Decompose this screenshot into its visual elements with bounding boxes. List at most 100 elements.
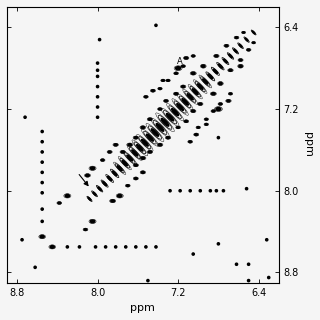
Ellipse shape (177, 126, 180, 128)
Ellipse shape (128, 144, 132, 146)
Ellipse shape (151, 129, 159, 136)
Ellipse shape (164, 100, 168, 102)
Ellipse shape (127, 155, 133, 161)
Ellipse shape (155, 246, 157, 248)
Ellipse shape (215, 190, 218, 192)
Ellipse shape (41, 130, 43, 133)
Ellipse shape (215, 55, 218, 57)
Ellipse shape (217, 137, 220, 139)
Ellipse shape (175, 72, 178, 74)
Ellipse shape (245, 38, 248, 41)
Ellipse shape (242, 32, 245, 33)
Ellipse shape (191, 72, 195, 75)
Ellipse shape (96, 106, 99, 108)
Ellipse shape (158, 144, 162, 146)
Ellipse shape (209, 190, 212, 192)
Ellipse shape (239, 65, 242, 68)
Ellipse shape (216, 108, 221, 111)
Y-axis label: ppm: ppm (303, 132, 313, 157)
Ellipse shape (115, 246, 117, 248)
Ellipse shape (245, 188, 248, 190)
Ellipse shape (189, 190, 191, 192)
Ellipse shape (182, 65, 185, 67)
Ellipse shape (96, 96, 99, 98)
Ellipse shape (90, 167, 95, 170)
Ellipse shape (108, 176, 112, 181)
Ellipse shape (103, 182, 107, 186)
Ellipse shape (156, 124, 164, 131)
Ellipse shape (99, 38, 101, 41)
Ellipse shape (179, 190, 181, 192)
Ellipse shape (177, 104, 183, 110)
Ellipse shape (252, 42, 255, 44)
Ellipse shape (148, 118, 152, 120)
Ellipse shape (117, 166, 122, 171)
Ellipse shape (96, 75, 99, 77)
Ellipse shape (141, 157, 145, 159)
Ellipse shape (218, 64, 222, 68)
Ellipse shape (98, 187, 101, 190)
Ellipse shape (58, 202, 61, 204)
Ellipse shape (78, 246, 81, 248)
Ellipse shape (222, 190, 225, 192)
Ellipse shape (166, 114, 174, 121)
Ellipse shape (227, 100, 230, 102)
Ellipse shape (96, 116, 99, 118)
Ellipse shape (219, 103, 222, 105)
Ellipse shape (114, 144, 117, 146)
Ellipse shape (50, 245, 54, 248)
Ellipse shape (111, 200, 115, 202)
Ellipse shape (229, 93, 232, 95)
Ellipse shape (239, 59, 242, 61)
Ellipse shape (34, 266, 36, 268)
Ellipse shape (192, 55, 195, 57)
Ellipse shape (225, 45, 228, 47)
Ellipse shape (66, 246, 68, 248)
Ellipse shape (148, 151, 152, 153)
Ellipse shape (185, 120, 188, 122)
Ellipse shape (268, 276, 270, 279)
Ellipse shape (108, 151, 111, 153)
Ellipse shape (158, 108, 162, 110)
Ellipse shape (132, 150, 138, 156)
Ellipse shape (247, 49, 250, 51)
Ellipse shape (101, 159, 104, 161)
Ellipse shape (84, 228, 87, 230)
Ellipse shape (189, 141, 192, 143)
Ellipse shape (141, 126, 145, 129)
Text: A: A (177, 57, 183, 66)
Ellipse shape (198, 103, 202, 105)
Ellipse shape (197, 127, 200, 128)
Ellipse shape (172, 108, 179, 116)
Ellipse shape (169, 190, 171, 192)
Ellipse shape (126, 185, 129, 187)
Ellipse shape (161, 118, 169, 126)
Ellipse shape (205, 124, 208, 125)
Ellipse shape (217, 243, 220, 245)
Ellipse shape (224, 59, 227, 63)
Ellipse shape (96, 62, 99, 64)
Ellipse shape (202, 65, 205, 68)
Ellipse shape (41, 220, 43, 222)
Ellipse shape (134, 178, 137, 180)
Ellipse shape (90, 220, 95, 223)
Ellipse shape (125, 246, 127, 248)
Ellipse shape (122, 160, 127, 166)
Ellipse shape (166, 137, 170, 139)
Ellipse shape (234, 49, 237, 52)
Ellipse shape (117, 195, 122, 197)
Ellipse shape (94, 246, 97, 248)
Ellipse shape (41, 140, 43, 143)
Ellipse shape (192, 89, 198, 95)
Ellipse shape (191, 110, 195, 112)
Ellipse shape (182, 99, 188, 105)
Ellipse shape (88, 197, 91, 200)
Ellipse shape (199, 190, 201, 192)
Ellipse shape (96, 85, 99, 88)
Ellipse shape (162, 80, 164, 81)
Ellipse shape (213, 69, 218, 74)
Ellipse shape (229, 69, 232, 71)
Ellipse shape (41, 171, 43, 173)
Ellipse shape (96, 69, 99, 71)
Ellipse shape (266, 239, 268, 241)
